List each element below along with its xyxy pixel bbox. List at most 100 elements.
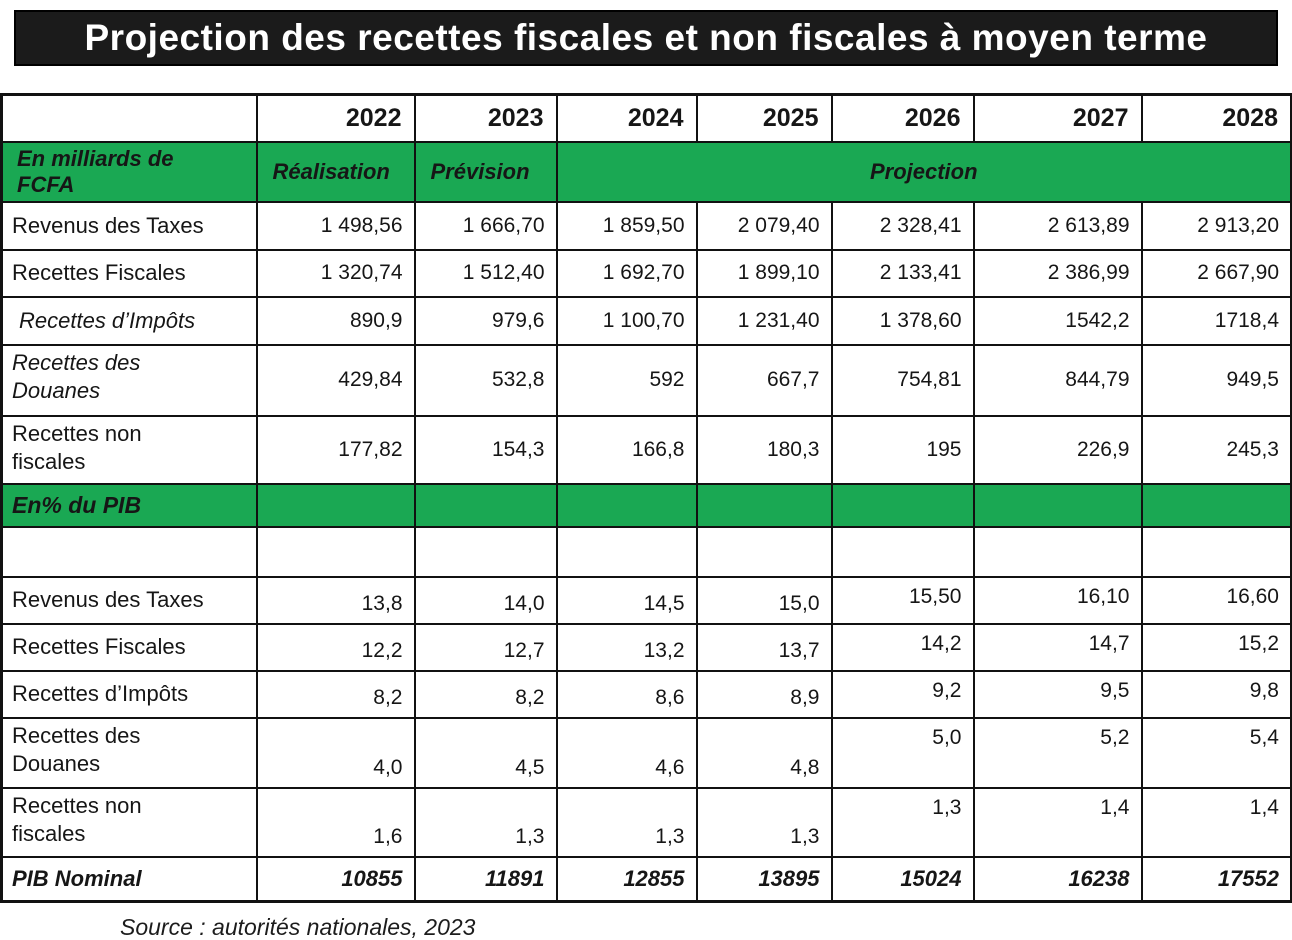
cell: 4,5 [413, 716, 558, 789]
row-label: Recettes des Douanes [0, 716, 258, 789]
cell: 8,2 [413, 669, 558, 719]
row-label: Recettes des Douanes [0, 343, 258, 417]
cell: 1,4 [1140, 786, 1292, 858]
cell: 4,8 [695, 716, 833, 789]
cell: 1,6 [255, 786, 416, 858]
row-label: Revenus des Taxes [0, 575, 258, 625]
cell: 14,2 [830, 622, 975, 672]
cell: 1 512,40 [413, 248, 558, 298]
cell: 1718,4 [1140, 295, 1292, 346]
percent-section-header-row: En% du PIB [0, 482, 1292, 528]
cell [0, 525, 258, 578]
cell: 8,6 [555, 669, 698, 719]
cell: 9,8 [1140, 669, 1292, 719]
cell: 1,3 [695, 786, 833, 858]
cell: 8,2 [255, 669, 416, 719]
cell: 844,79 [972, 343, 1143, 417]
table-row-revenus-taxes-pct: Revenus des Taxes 13,8 14,0 14,5 15,0 15… [0, 575, 1292, 625]
year-2023: 2023 [413, 93, 558, 143]
cell [830, 482, 975, 528]
cell: 667,7 [695, 343, 833, 417]
cell [1140, 482, 1292, 528]
cell: 5,0 [830, 716, 975, 789]
cell: 9,5 [972, 669, 1143, 719]
cell: 177,82 [255, 414, 416, 485]
cell: 1 666,70 [413, 200, 558, 251]
table-row-recettes-fiscales-milliards: Recettes Fiscales 1 320,74 1 512,40 1 69… [0, 248, 1292, 298]
cell: 15,50 [830, 575, 975, 625]
title-bar: Projection des recettes fiscales et non … [14, 10, 1278, 66]
cell: 16,60 [1140, 575, 1292, 625]
table-row-pib-nominal: PIB Nominal 10855 11891 12855 13895 1502… [0, 855, 1292, 903]
row-label: Recettes non fiscales [0, 414, 258, 485]
cell: 429,84 [255, 343, 416, 417]
cell [255, 482, 416, 528]
source-note: Source : autorités nationales, 2023 [120, 914, 476, 940]
year-2027: 2027 [972, 93, 1143, 143]
table-row-recettes-non-fiscales-milliards: Recettes non fiscales 177,82 154,3 166,8… [0, 414, 1292, 485]
cell [695, 482, 833, 528]
cell: 13895 [695, 855, 833, 903]
cell: 4,0 [255, 716, 416, 789]
cell: 12,7 [413, 622, 558, 672]
empty-row [0, 525, 1292, 578]
cell: 14,5 [555, 575, 698, 625]
table-row-revenus-taxes-milliards: Revenus des Taxes 1 498,56 1 666,70 1 85… [0, 200, 1292, 251]
cell: 1,4 [972, 786, 1143, 858]
year-2024: 2024 [555, 93, 698, 143]
cell: 12855 [555, 855, 698, 903]
cell [413, 525, 558, 578]
cell: 15,0 [695, 575, 833, 625]
table-row-recettes-non-fiscales-pct: Recettes non fiscales 1,6 1,3 1,3 1,3 1,… [0, 786, 1292, 858]
cell [972, 482, 1143, 528]
cell [555, 525, 698, 578]
cell: 1,3 [555, 786, 698, 858]
cell: 1 692,70 [555, 248, 698, 298]
cell: 1 899,10 [695, 248, 833, 298]
cell: 2 079,40 [695, 200, 833, 251]
cell: 154,3 [413, 414, 558, 485]
table-row-recettes-impots-pct: Recettes d’Impôts 8,2 8,2 8,6 8,9 9,2 9,… [0, 669, 1292, 719]
cell: 166,8 [555, 414, 698, 485]
cell: 195 [830, 414, 975, 485]
table-row-recettes-fiscales-pct: Recettes Fiscales 12,2 12,7 13,2 13,7 14… [0, 622, 1292, 672]
row-label: Recettes Fiscales [0, 622, 258, 672]
cell: 1,3 [830, 786, 975, 858]
cell [1140, 525, 1292, 578]
cell [413, 482, 558, 528]
cell: 532,8 [413, 343, 558, 417]
cell: 11891 [413, 855, 558, 903]
cell: 14,0 [413, 575, 558, 625]
cell: 14,7 [972, 622, 1143, 672]
unit-label: En milliards de FCFA [0, 140, 258, 203]
year-2022: 2022 [255, 93, 416, 143]
cell: 1 231,40 [695, 295, 833, 346]
cell: 5,2 [972, 716, 1143, 789]
cell [255, 525, 416, 578]
cell: 2 386,99 [972, 248, 1143, 298]
cell: 2 613,89 [972, 200, 1143, 251]
cell: 949,5 [1140, 343, 1292, 417]
cell: 13,7 [695, 622, 833, 672]
page-title: Projection des recettes fiscales et non … [84, 17, 1208, 58]
cell: 13,8 [255, 575, 416, 625]
cell: 2 328,41 [830, 200, 975, 251]
cell: 226,9 [972, 414, 1143, 485]
cell: 754,81 [830, 343, 975, 417]
projection-header: Projection [555, 140, 1292, 203]
cell: 1 100,70 [555, 295, 698, 346]
cell: 5,4 [1140, 716, 1292, 789]
table-row-recettes-impots-milliards: Recettes d’Impôts 890,9 979,6 1 100,70 1… [0, 295, 1292, 346]
prevision-header: Prévision [413, 140, 558, 203]
year-2025: 2025 [695, 93, 833, 143]
cell [695, 525, 833, 578]
cell: 245,3 [1140, 414, 1292, 485]
cell [830, 525, 975, 578]
cell: 15024 [830, 855, 975, 903]
row-label: Recettes non fiscales [0, 786, 258, 858]
corner-cell [0, 93, 258, 143]
table-row-recettes-douanes-milliards: Recettes des Douanes 429,84 532,8 592 66… [0, 343, 1292, 417]
cell: 17552 [1140, 855, 1292, 903]
row-label: Recettes Fiscales [0, 248, 258, 298]
realisation-header: Réalisation [255, 140, 416, 203]
